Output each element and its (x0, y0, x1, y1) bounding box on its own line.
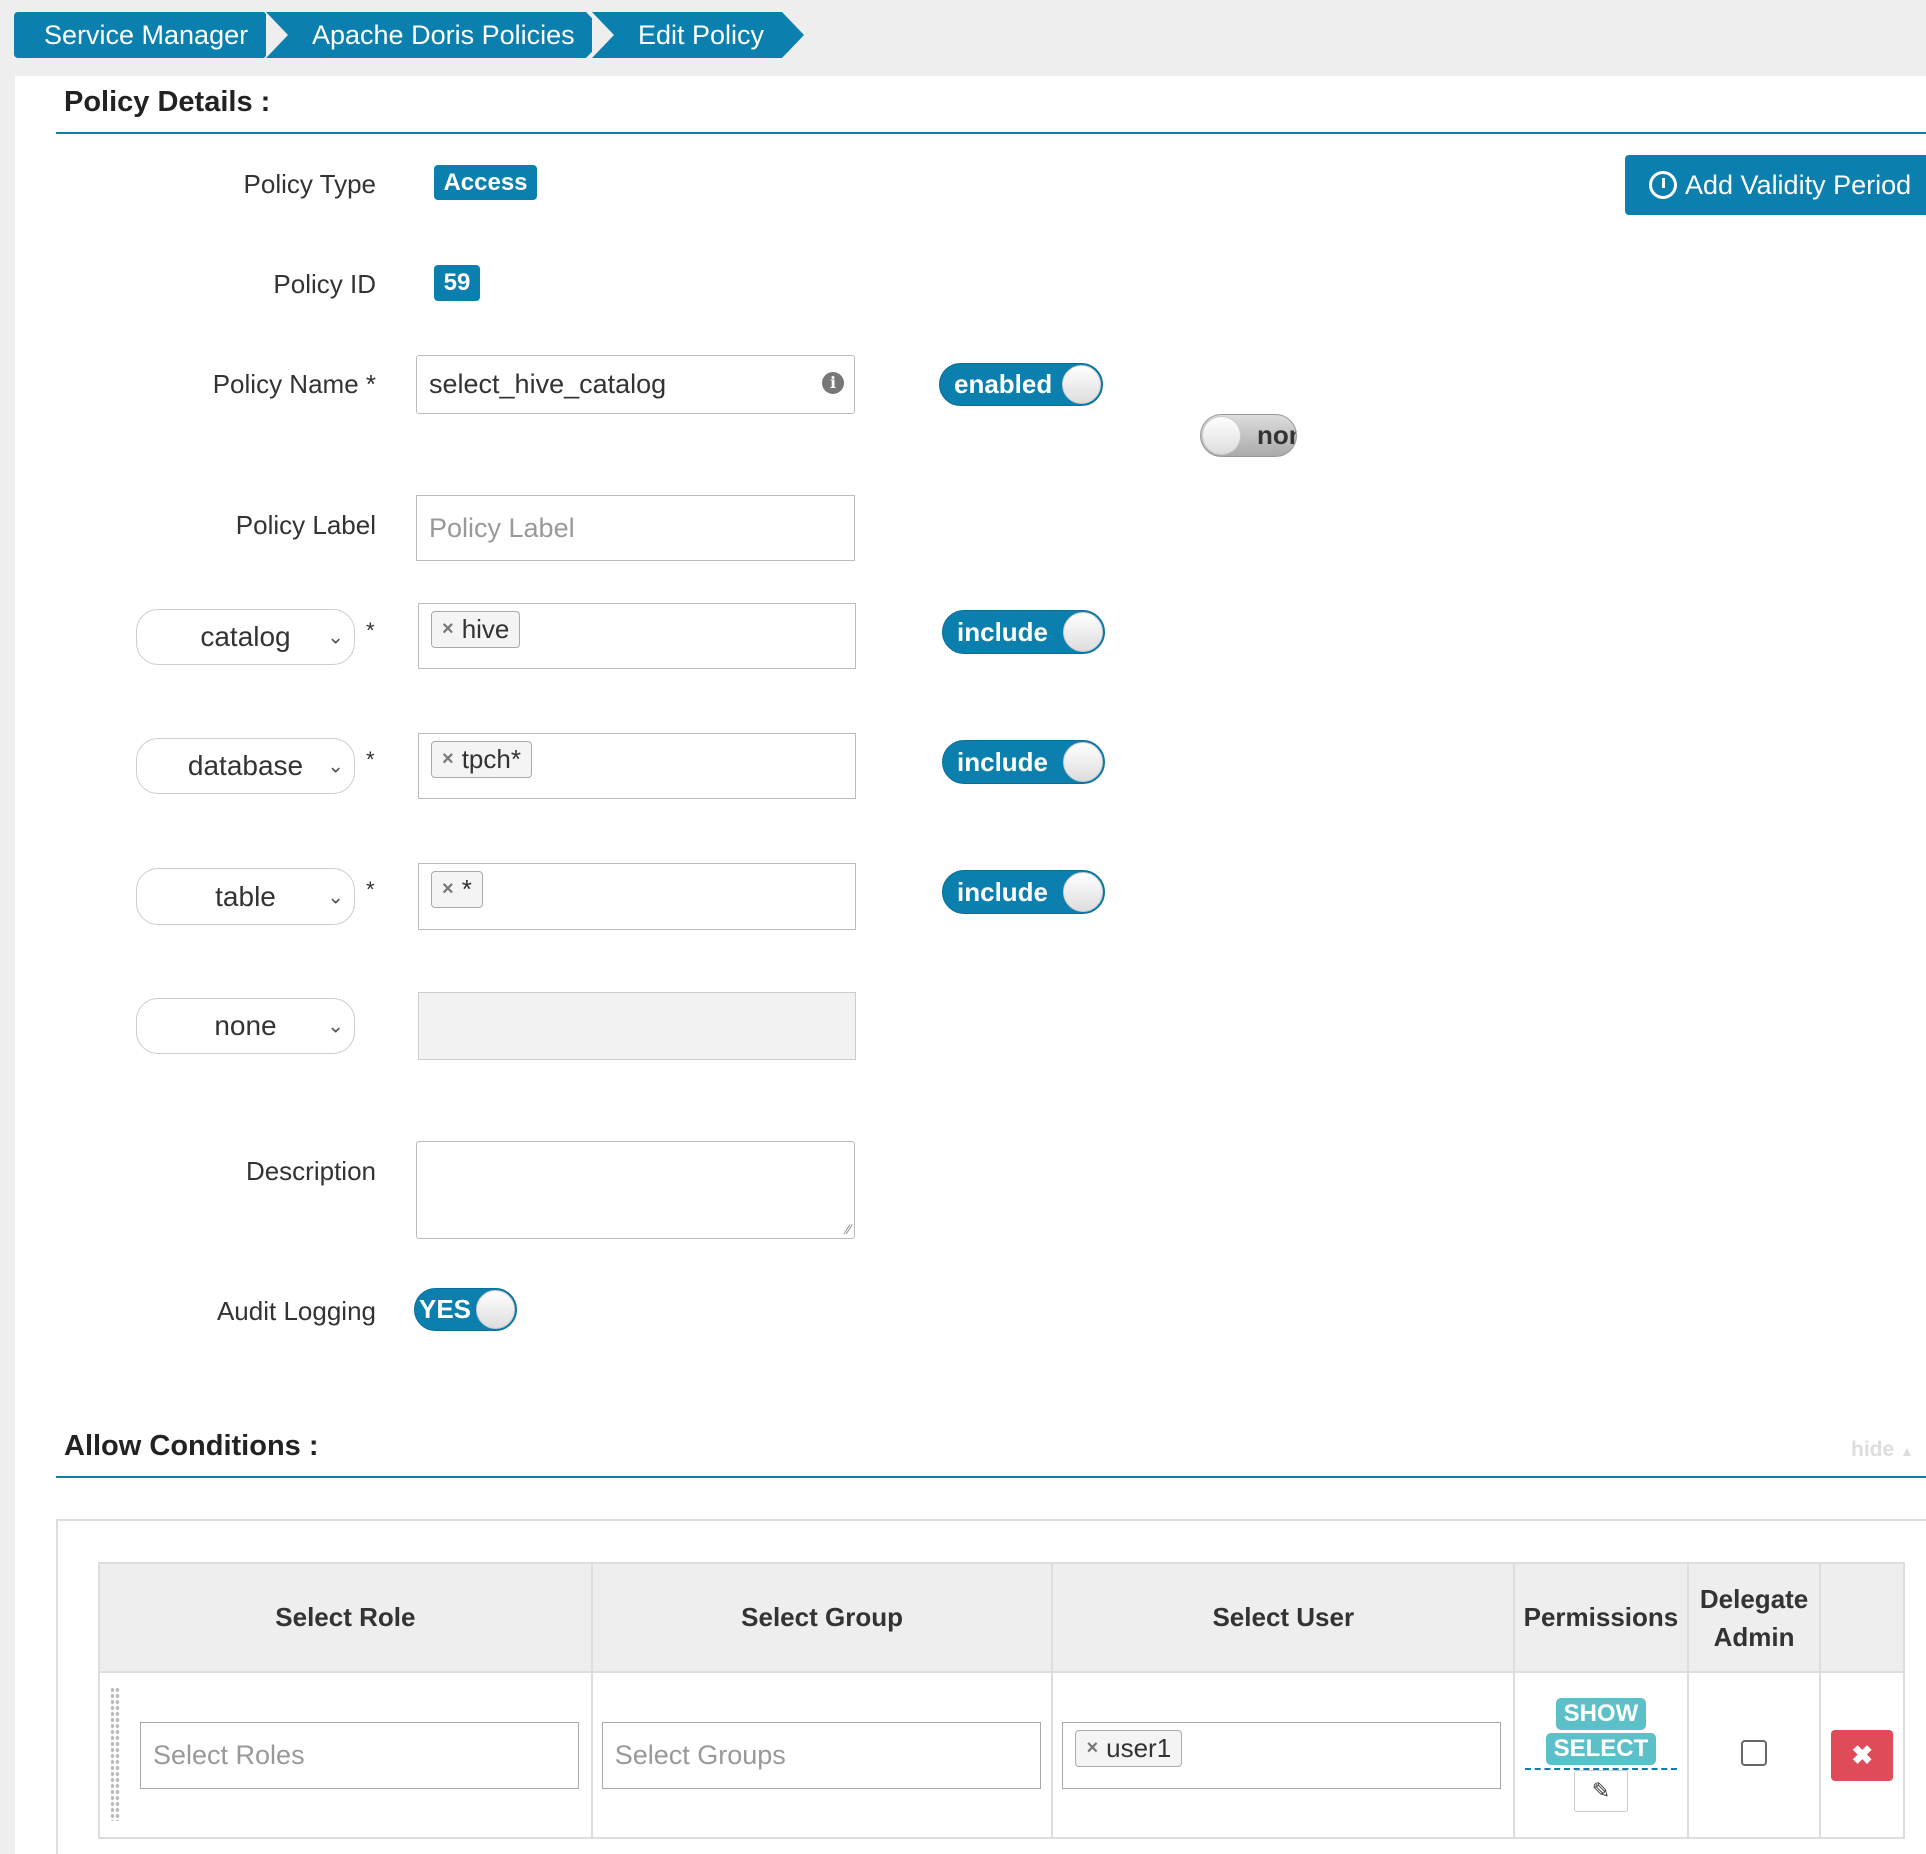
database-values-input[interactable]: × tpch* (418, 733, 856, 799)
resource-type-select-table[interactable]: table ⌄ (136, 868, 355, 925)
clock-icon (1649, 171, 1677, 199)
divider (56, 1476, 1926, 1478)
hide-label: hide (1851, 1438, 1895, 1461)
policy-label-label: Policy Label (235, 510, 376, 540)
chevron-down-icon: ⌄ (327, 626, 344, 649)
policy-enabled-toggle[interactable]: enabled (939, 363, 1103, 406)
allow-conditions-table: Select Role Select Group Select User Per… (98, 1562, 1905, 1839)
resize-handle-icon[interactable]: ∕∕ (846, 1221, 851, 1237)
disabled-values-input (418, 992, 856, 1060)
roles-placeholder: Select Roles (153, 1739, 305, 1770)
required-marker: * (366, 877, 375, 902)
chevron-down-icon: ⌄ (327, 1015, 344, 1038)
header-delegate-admin: Delegate Admin (1686, 1562, 1822, 1673)
policy-name-input[interactable]: select_hive_catalog i (416, 355, 855, 414)
info-icon: i (822, 372, 844, 394)
policy-type-badge: Access (434, 165, 537, 200)
resource-type-value: catalog (200, 621, 291, 652)
override-text: non (1257, 420, 1296, 450)
policy-details-title: Policy Details : (64, 86, 271, 118)
description-textarea[interactable]: ∕∕ (416, 1141, 855, 1239)
breadcrumb-apache-doris-policies[interactable]: Apache Doris Policies (266, 12, 608, 58)
table-values-input[interactable]: × * (418, 863, 856, 930)
select-roles-input[interactable]: Select Roles (140, 1721, 579, 1789)
catalog-include-toggle[interactable]: include (942, 610, 1105, 654)
close-icon: ✖ (1851, 1739, 1874, 1770)
caret-up-icon: ▲ (1900, 1443, 1914, 1459)
enabled-text: enabled (954, 369, 1053, 399)
groups-placeholder: Select Groups (614, 1739, 786, 1770)
policy-label-placeholder: Policy Label (429, 512, 575, 543)
database-include-toggle[interactable]: include (942, 740, 1105, 784)
divider (56, 132, 1926, 134)
chevron-down-icon: ⌄ (327, 755, 344, 778)
permission-select: SELECT (1545, 1733, 1657, 1765)
value-tag: × hive (431, 611, 521, 648)
include-text: include (957, 746, 1049, 777)
audit-logging-label: Audit Logging (216, 1296, 376, 1326)
include-text: include (957, 616, 1049, 647)
breadcrumb-service-manager[interactable]: Service Manager (14, 12, 286, 58)
value-tag: × * (431, 871, 483, 908)
hide-toggle[interactable]: hide ▲ (1851, 1438, 1914, 1462)
audit-logging-toggle[interactable]: YES (414, 1288, 517, 1331)
policy-type-label: Policy Type (243, 169, 376, 199)
resource-type-value: none (214, 1010, 277, 1041)
header-actions (1819, 1562, 1905, 1673)
resource-type-value: table (215, 880, 276, 912)
required-marker: * (366, 618, 375, 643)
catalog-values-input[interactable]: × hive (418, 603, 856, 669)
header-permissions: Permissions (1513, 1562, 1689, 1673)
add-validity-period-button[interactable]: Add Validity Period (1625, 155, 1926, 215)
permission-show: SHOW (1555, 1698, 1647, 1730)
resource-type-select-database[interactable]: database ⌄ (136, 738, 355, 794)
audit-yes-text: YES (419, 1294, 472, 1324)
allow-conditions-panel (56, 1519, 1926, 1854)
remove-tag-icon[interactable]: × (442, 748, 454, 770)
remove-tag-icon[interactable]: × (1086, 1736, 1099, 1759)
header-select-user: Select User (1051, 1562, 1516, 1673)
breadcrumb-edit-policy: Edit Policy (592, 12, 804, 58)
select-users-input[interactable]: × user1 (1062, 1721, 1502, 1789)
header-select-role: Select Role (98, 1562, 593, 1673)
table-row: Select Roles Select Groups × user1 SHOW S… (98, 1671, 1905, 1839)
allow-conditions-title: Allow Conditions : (64, 1430, 319, 1462)
description-label: Description (245, 1156, 376, 1186)
resource-type-select-catalog[interactable]: catalog ⌄ (136, 609, 355, 665)
drag-handle-icon[interactable] (110, 1687, 120, 1821)
chevron-down-icon: ⌄ (327, 886, 344, 908)
delegate-admin-checkbox[interactable] (1741, 1739, 1768, 1766)
table-include-toggle[interactable]: include (942, 870, 1105, 914)
include-text: include (957, 876, 1049, 907)
edit-permissions-button[interactable]: ✎ (1573, 1770, 1628, 1812)
header-select-group: Select Group (590, 1562, 1054, 1673)
remove-tag-icon[interactable]: × (442, 618, 454, 640)
policy-label-input[interactable]: Policy Label (416, 495, 855, 561)
add-validity-label: Add Validity Period (1685, 169, 1912, 200)
delete-row-button[interactable]: ✖ (1831, 1729, 1894, 1781)
policy-name-value: select_hive_catalog (429, 369, 667, 399)
user-tag: × user1 (1075, 1729, 1183, 1767)
policy-id-badge: 59 (434, 265, 480, 301)
select-groups-input[interactable]: Select Groups (601, 1721, 1041, 1789)
pencil-icon: ✎ (1591, 1778, 1611, 1803)
policy-id-label: Policy ID (273, 269, 376, 299)
policy-name-label: Policy Name * (212, 369, 376, 399)
value-tag: × tpch* (431, 741, 532, 778)
resource-type-select-none[interactable]: none ⌄ (136, 998, 355, 1054)
required-marker: * (366, 747, 375, 772)
resource-type-value: database (187, 750, 304, 781)
policy-override-toggle[interactable]: non (1200, 414, 1297, 457)
remove-tag-icon[interactable]: × (442, 878, 454, 900)
left-gutter (0, 76, 15, 1854)
